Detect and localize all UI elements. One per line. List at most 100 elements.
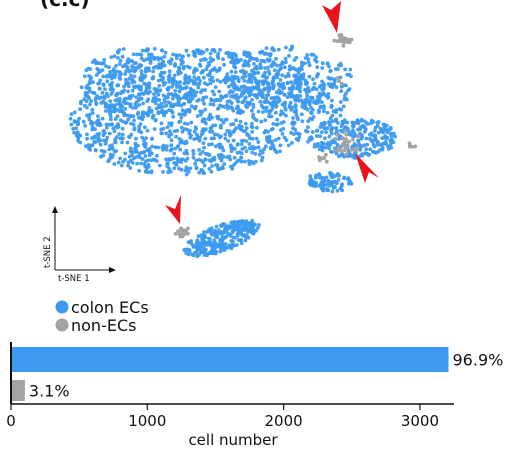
- colon-ec-point: [68, 116, 73, 121]
- colon-ec-point: [212, 238, 217, 243]
- colon-ec-point: [234, 53, 238, 58]
- colon-ec-point: [345, 72, 350, 77]
- colon-ec-point: [227, 129, 232, 134]
- colon-ec-point: [161, 59, 166, 64]
- colon-ec-point: [174, 134, 178, 139]
- colon-ec-point: [262, 100, 267, 104]
- colon-ec-point: [213, 241, 218, 246]
- colon-ec-point: [208, 77, 212, 82]
- colon-ec-point: [160, 48, 165, 53]
- colon-ec-point: [195, 135, 200, 140]
- colon-ec-point: [78, 140, 83, 145]
- colon-ec-point: [285, 95, 290, 100]
- colon-ec-point: [171, 93, 176, 98]
- colon-ec-point: [79, 85, 84, 90]
- non-ec-point: [356, 134, 361, 139]
- colon-ec-point: [115, 69, 119, 74]
- colon-ec-point: [87, 89, 92, 94]
- non-ec-point: [181, 230, 185, 235]
- colon-ec-point: [72, 119, 77, 123]
- colon-ec-point: [273, 138, 278, 142]
- colon-ec-point: [103, 101, 107, 105]
- colon-ec-point: [98, 142, 103, 147]
- colon-ec-point: [307, 181, 312, 186]
- colon-ec-point: [248, 56, 253, 61]
- colon-ec-point: [356, 121, 361, 126]
- colon-ec-point: [239, 69, 243, 74]
- colon-ec-point: [282, 65, 287, 70]
- colon-ec-point: [203, 136, 208, 141]
- colon-ec-point: [338, 75, 343, 80]
- colon-ec-point: [71, 126, 75, 131]
- tsne-axes: t-SNE 1 t-SNE 2: [43, 206, 116, 284]
- colon-ec-point: [201, 95, 206, 100]
- colon-ec-point: [139, 52, 144, 57]
- colon-ec-point: [177, 53, 182, 58]
- colon-ec-point: [259, 103, 264, 108]
- colon-ec-point: [195, 49, 200, 54]
- colon-ec-point: [128, 113, 133, 118]
- bar-x-tick-label: 3000: [401, 412, 439, 430]
- colon-ec-point: [182, 81, 187, 86]
- colon-ec-point: [97, 81, 102, 86]
- colon-ec-point: [306, 139, 310, 144]
- colon-ec-point: [197, 241, 201, 246]
- colon-ec-point: [240, 219, 245, 223]
- colon-ec-point: [372, 129, 377, 133]
- colon-ec-point: [218, 249, 223, 254]
- colon-ec-point: [374, 138, 379, 143]
- colon-ec-point: [291, 116, 295, 120]
- colon-ec-point: [93, 135, 97, 140]
- colon-ec-point: [346, 176, 351, 181]
- colon-ec-point: [117, 132, 122, 136]
- colon-ec-point: [330, 189, 335, 194]
- colon-ec-point: [344, 97, 349, 102]
- colon-ec-point: [159, 56, 164, 61]
- colon-ec-point: [340, 182, 344, 187]
- colon-ec-point: [193, 161, 198, 166]
- colon-ec-point: [133, 147, 137, 151]
- colon-ec-point: [84, 99, 89, 104]
- colon-ec-point: [215, 133, 220, 137]
- legend-swatch-non-ecs: [55, 318, 69, 332]
- colon-ec-point: [104, 125, 109, 130]
- colon-ec-point: [211, 67, 215, 72]
- colon-ec-point: [151, 69, 156, 74]
- colon-ec-point: [320, 130, 324, 135]
- colon-ec-point: [201, 141, 206, 146]
- colon-ec-point: [349, 74, 353, 79]
- colon-ec-point: [105, 135, 110, 140]
- colon-ec-point: [90, 143, 95, 148]
- colon-ec-point: [170, 96, 175, 101]
- colon-ec-point: [208, 51, 213, 56]
- colon-ec-point: [202, 145, 207, 150]
- colon-ec-point: [182, 101, 187, 106]
- colon-ec-point: [144, 136, 149, 141]
- colon-ec-point: [320, 148, 325, 153]
- colon-ec-point: [205, 48, 209, 52]
- colon-ec-point: [123, 72, 128, 76]
- colon-ec-point: [110, 146, 115, 151]
- colon-ec-point: [113, 117, 118, 121]
- colon-ec-point: [179, 62, 184, 66]
- colon-ec-point: [156, 92, 161, 97]
- colon-ec-point: [120, 140, 124, 145]
- colon-ec-point: [300, 119, 305, 124]
- colon-ec-point: [347, 132, 352, 137]
- colon-ec-point: [186, 91, 190, 95]
- colon-ec-point: [166, 60, 171, 64]
- colon-ec-point: [199, 70, 204, 75]
- colon-ec-point: [321, 86, 326, 91]
- colon-ec-point: [382, 122, 387, 127]
- colon-ec-point: [136, 84, 141, 88]
- colon-ec-point: [253, 159, 258, 164]
- colon-ec-point: [161, 170, 165, 174]
- non-ec-point: [351, 137, 355, 142]
- colon-ec-point: [275, 122, 280, 127]
- colon-ec-point: [285, 81, 290, 86]
- colon-ec-point: [244, 139, 249, 144]
- colon-ec-point: [85, 132, 89, 137]
- colon-ec-point: [219, 243, 223, 248]
- colon-ec-point: [235, 143, 240, 147]
- colon-ec-point: [219, 118, 224, 122]
